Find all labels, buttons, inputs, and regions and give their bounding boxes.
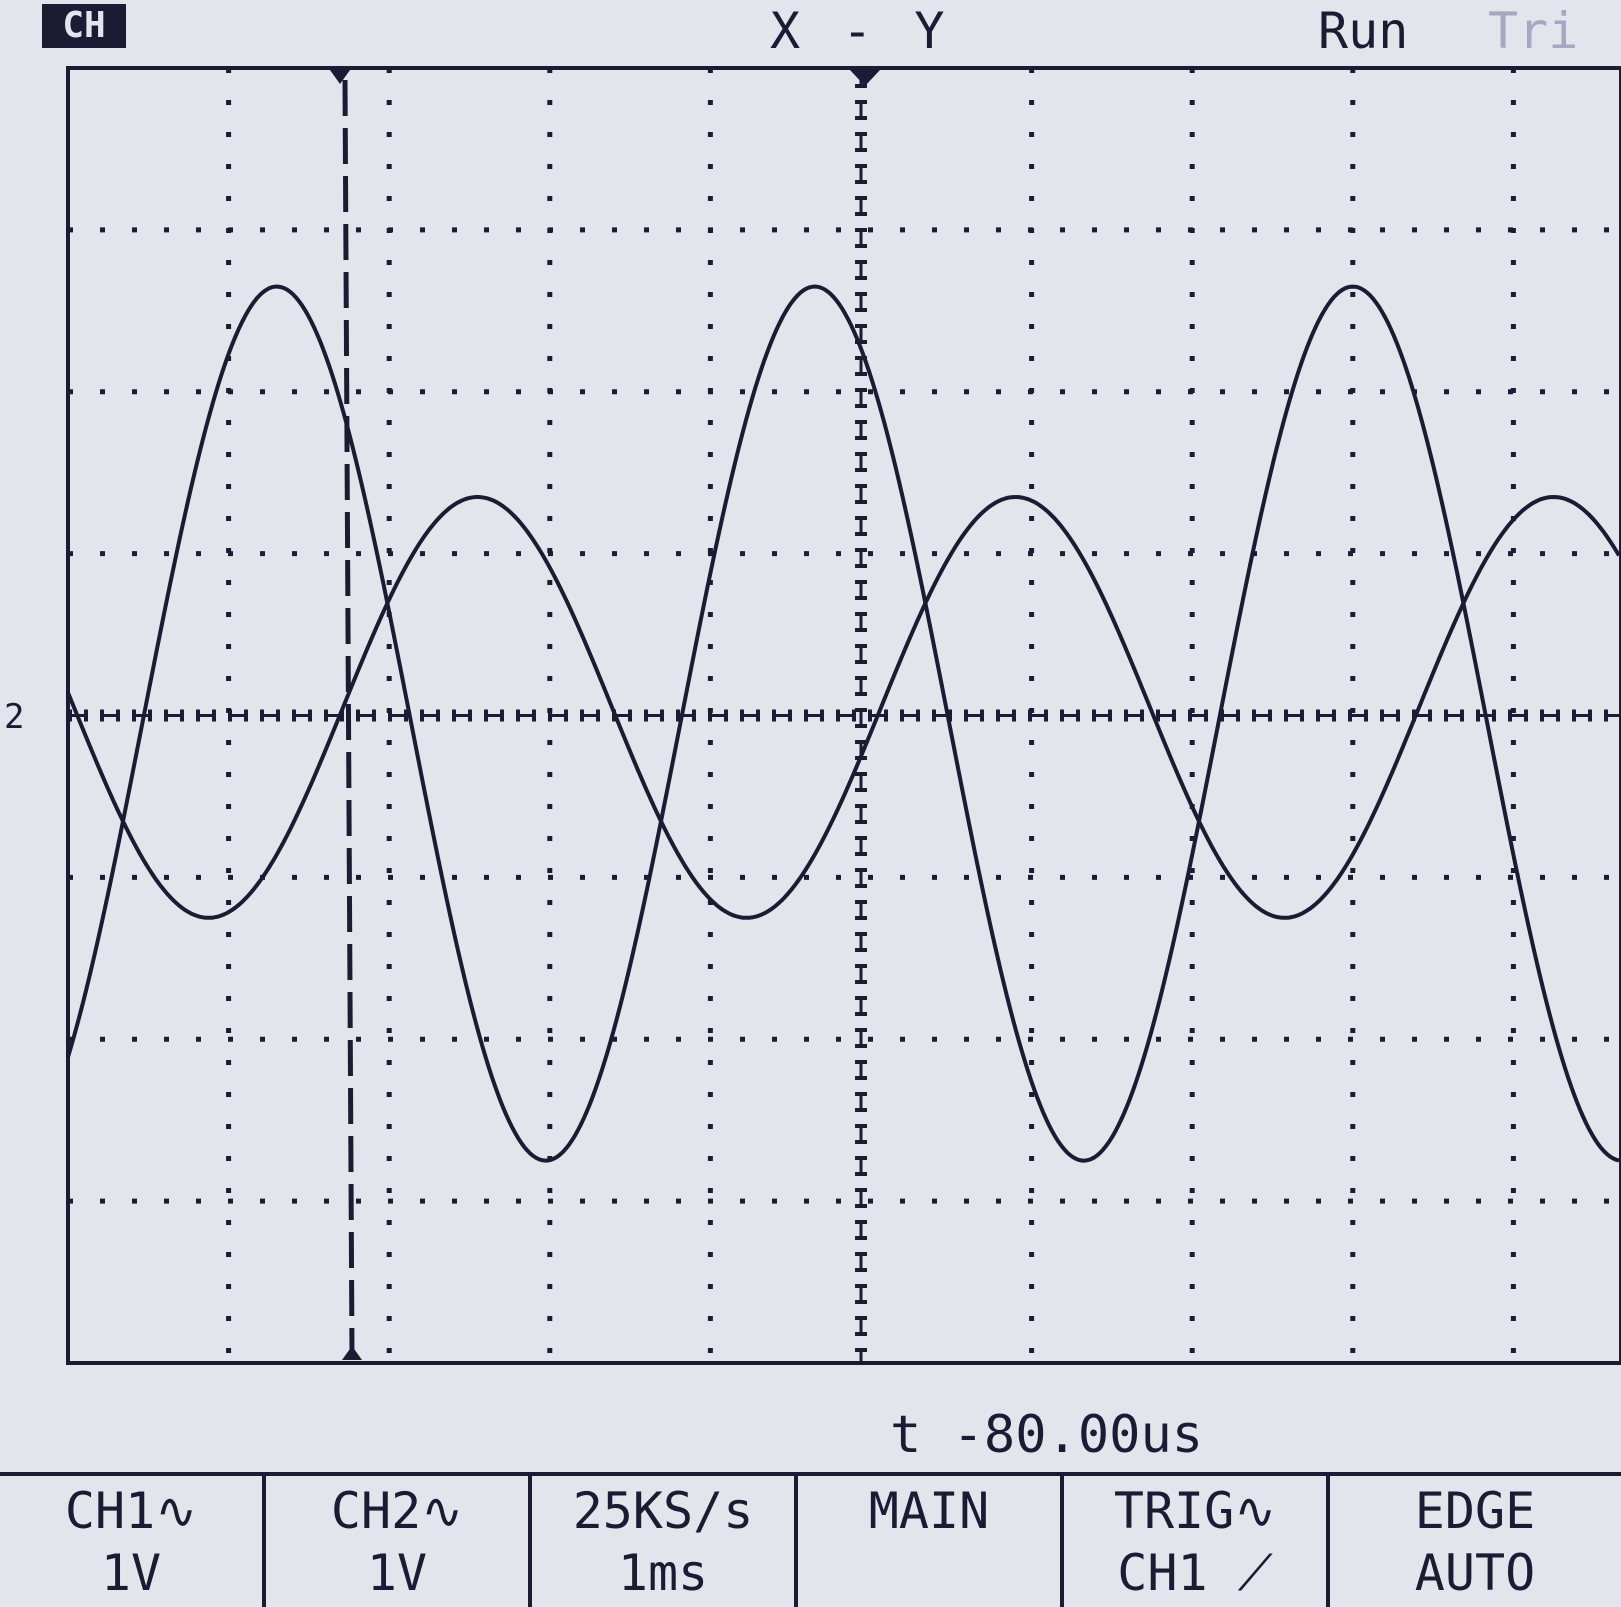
softkey-label: MAIN [868,1482,990,1540]
softkey-value: 1V [366,1544,428,1602]
ch1-softkey[interactable]: CH1∿ 1V [0,1476,266,1607]
softkey-label: 25KS/s [572,1482,754,1540]
softkey-value: AUTO [1414,1544,1536,1602]
center-marker [850,70,880,86]
waveform-display: 2 [4,66,1621,1365]
status-bar: CH X - Y Run Tri [0,0,1621,66]
trace-ch1 [66,284,1620,1163]
softkey-label: EDGE [1414,1482,1536,1540]
ground-marker: 2 [4,697,24,737]
time-offset-readout: t -80.00us [890,1405,1204,1465]
softkey-label: CH1∿ [64,1482,198,1540]
softkey-value: CH1 ⟋ [1117,1544,1273,1602]
graticule-grid [68,68,1621,1363]
trace-ch2 [66,494,1621,920]
graticule-axes [68,68,1621,1363]
ch2-softkey[interactable]: CH2∿ 1V [266,1476,532,1607]
main-softkey[interactable]: MAIN [798,1476,1064,1607]
softkey-value: 1V [100,1544,162,1602]
trigger-position-marker [330,70,350,84]
trigger-softkey[interactable]: TRIG∿ CH1 ⟋ [1064,1476,1330,1607]
channel-badge: CH [42,4,126,48]
softkey-label: TRIG∿ [1113,1482,1277,1540]
cursor-line [342,79,355,1356]
softkey-value: 1ms [617,1544,709,1602]
softkey-bar: CH1∿ 1V CH2∿ 1V 25KS/s 1ms MAIN TRIG∿ CH… [0,1472,1621,1607]
cursor-bottom-marker [342,1346,362,1360]
softkey-label: CH2∿ [330,1482,464,1540]
timebase-softkey[interactable]: 25KS/s 1ms [532,1476,798,1607]
trigger-state: Tri [1488,2,1579,60]
display-mode-label: X - Y [770,2,951,60]
edge-softkey[interactable]: EDGE AUTO [1330,1476,1620,1607]
run-state: Run [1318,2,1409,60]
